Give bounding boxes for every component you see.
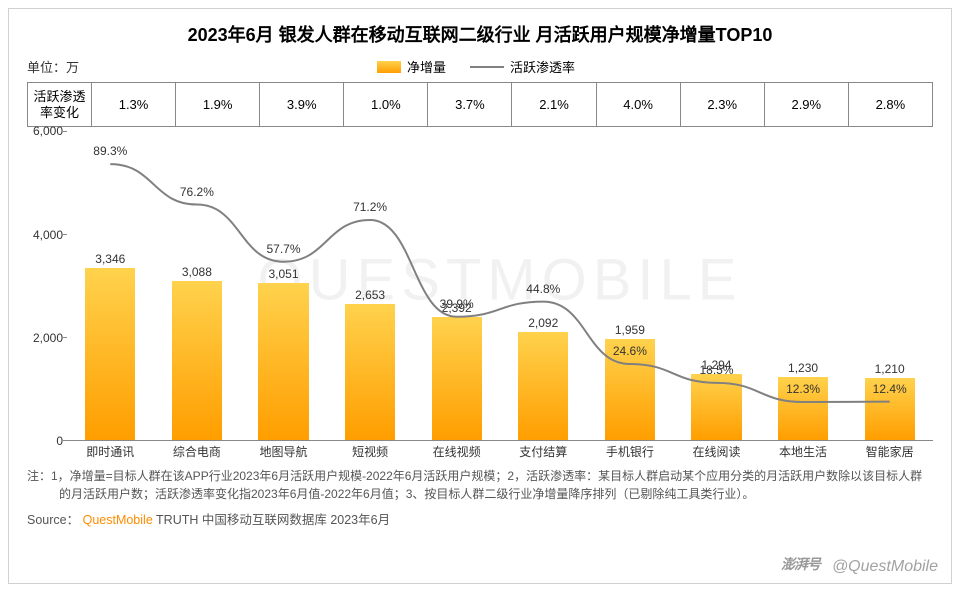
chart-card: 2023年6月 银发人群在移动互联网二级行业 月活跃用户规模净增量TOP10 单… bbox=[8, 8, 952, 584]
line-value-label: 24.6% bbox=[613, 344, 647, 358]
bar-value-label: 2,653 bbox=[355, 288, 385, 302]
line-value-label: 12.3% bbox=[786, 382, 820, 396]
plot-area: QUESTMOBILE 3,3463,0883,0512,6532,3922,0… bbox=[67, 131, 933, 441]
y-axis: 02,0004,0006,000 bbox=[27, 131, 67, 441]
chart-area: 02,0004,0006,000 QUESTMOBILE 3,3463,0883… bbox=[67, 131, 933, 461]
bar-slot: 3,088 bbox=[154, 131, 241, 440]
legend-bar-label: 净增量 bbox=[407, 57, 446, 76]
bar-value-label: 3,088 bbox=[182, 265, 212, 279]
bar-value-label: 1,210 bbox=[875, 362, 905, 376]
legend: 净增量 活跃渗透率 bbox=[377, 57, 575, 76]
x-axis-label: 地图导航 bbox=[240, 441, 327, 461]
bar bbox=[258, 283, 308, 440]
legend-line-label: 活跃渗透率 bbox=[510, 57, 575, 76]
table-cell: 1.3% bbox=[92, 83, 176, 126]
source-rest: TRUTH 中国移动互联网数据库 2023年6月 bbox=[156, 513, 390, 527]
x-axis-label: 在线阅读 bbox=[673, 441, 760, 461]
table-header-label: 活跃渗透率变化 bbox=[28, 83, 92, 126]
source-line: Source： QuestMobile TRUTH 中国移动互联网数据库 202… bbox=[27, 509, 933, 528]
bar-value-label: 1,959 bbox=[615, 323, 645, 337]
x-axis-label: 在线视频 bbox=[413, 441, 500, 461]
legend-bar-swatch bbox=[377, 61, 401, 73]
y-tick-label: 2,000 bbox=[33, 331, 63, 345]
chart-title: 2023年6月 银发人群在移动互联网二级行业 月活跃用户规模净增量TOP10 bbox=[27, 21, 933, 47]
bar-value-label: 3,051 bbox=[268, 267, 298, 281]
table-cell: 2.8% bbox=[849, 83, 932, 126]
table-cell: 3.9% bbox=[260, 83, 344, 126]
bar bbox=[345, 304, 395, 441]
line-value-label: 39.9% bbox=[440, 297, 474, 311]
x-axis-label: 综合电商 bbox=[154, 441, 241, 461]
bar bbox=[518, 332, 568, 440]
bar-slot: 3,051 bbox=[240, 131, 327, 440]
line-value-label: 57.7% bbox=[266, 242, 300, 256]
x-axis-label: 短视频 bbox=[327, 441, 414, 461]
unit-label: 单位：万 bbox=[27, 57, 79, 76]
bar-value-label: 1,230 bbox=[788, 361, 818, 375]
bar bbox=[432, 317, 482, 440]
line-value-label: 71.2% bbox=[353, 200, 387, 214]
table-cell: 1.0% bbox=[344, 83, 428, 126]
legend-line: 活跃渗透率 bbox=[470, 57, 575, 76]
bar-slot: 2,392 bbox=[413, 131, 500, 440]
bar bbox=[85, 268, 135, 440]
table-cell: 4.0% bbox=[597, 83, 681, 126]
table-cell: 1.9% bbox=[176, 83, 260, 126]
line-value-label: 44.8% bbox=[526, 282, 560, 296]
legend-bar: 净增量 bbox=[377, 57, 446, 76]
y-tick-label: 4,000 bbox=[33, 228, 63, 242]
table-cell: 3.7% bbox=[428, 83, 512, 126]
x-axis-label: 手机银行 bbox=[587, 441, 674, 461]
source-brand: QuestMobile bbox=[83, 513, 153, 527]
corner-watermark: @QuestMobile bbox=[832, 558, 938, 576]
source-prefix: Source： bbox=[27, 513, 79, 527]
x-axis-label: 即时通讯 bbox=[67, 441, 154, 461]
bar-value-label: 2,092 bbox=[528, 316, 558, 330]
bar-slot: 1,294 bbox=[673, 131, 760, 440]
line-value-label: 76.2% bbox=[180, 185, 214, 199]
legend-row: 单位：万 净增量 活跃渗透率 bbox=[27, 57, 933, 76]
bar-slot: 1,959 bbox=[587, 131, 674, 440]
x-axis-label: 支付结算 bbox=[500, 441, 587, 461]
table-cell: 2.3% bbox=[681, 83, 765, 126]
line-value-label: 18.5% bbox=[699, 363, 733, 377]
penetration-change-table: 活跃渗透率变化1.3%1.9%3.9%1.0%3.7%2.1%4.0%2.3%2… bbox=[27, 82, 933, 127]
bar-value-label: 3,346 bbox=[95, 252, 125, 266]
bar bbox=[172, 281, 222, 440]
table-cell: 2.9% bbox=[765, 83, 849, 126]
x-axis-label: 本地生活 bbox=[760, 441, 847, 461]
bar-slot: 2,653 bbox=[327, 131, 414, 440]
legend-line-swatch bbox=[470, 66, 504, 68]
corner-logo: 澎湃号 bbox=[781, 554, 820, 574]
y-tick-label: 6,000 bbox=[33, 124, 63, 138]
bar-slot: 3,346 bbox=[67, 131, 154, 440]
x-axis-labels: 即时通讯综合电商地图导航短视频在线视频支付结算手机银行在线阅读本地生活智能家居 bbox=[67, 441, 933, 461]
bar bbox=[691, 374, 741, 441]
footnotes: 注：1，净增量=目标人群在该APP行业2023年6月活跃用户规模-2022年6月… bbox=[27, 467, 933, 503]
y-tick-label: 0 bbox=[56, 434, 63, 448]
line-value-label: 12.4% bbox=[873, 382, 907, 396]
x-axis-label: 智能家居 bbox=[846, 441, 933, 461]
table-cell: 2.1% bbox=[512, 83, 596, 126]
line-value-label: 89.3% bbox=[93, 144, 127, 158]
